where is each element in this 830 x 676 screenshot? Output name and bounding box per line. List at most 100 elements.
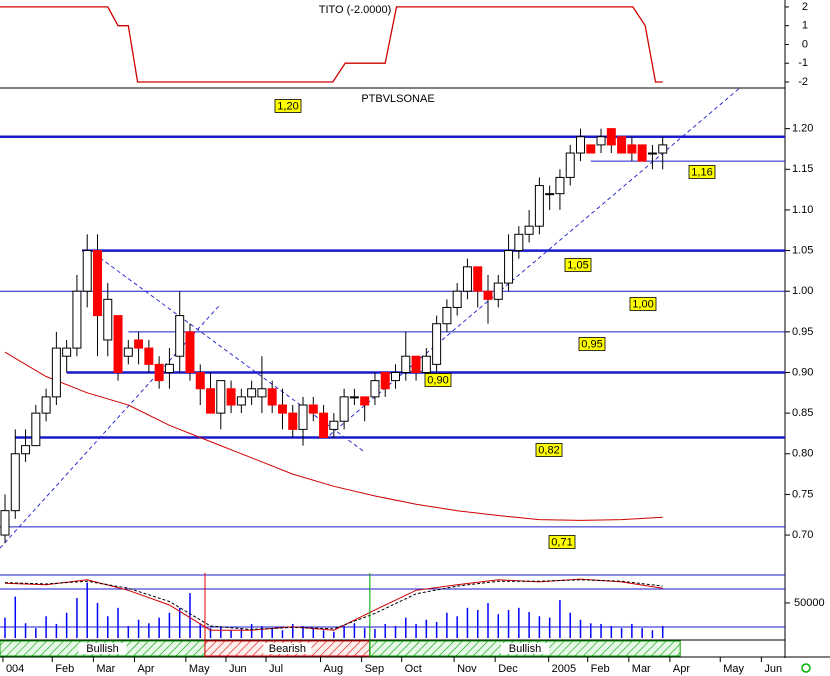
candle-body [247, 388, 257, 398]
annotation: 0,95 [581, 338, 602, 350]
annotation: 1,16 [691, 166, 712, 178]
candle-body [41, 396, 51, 414]
candle-body [380, 371, 390, 390]
indicator-tick-label: 0 [802, 38, 808, 50]
annotation-box [564, 258, 592, 272]
candle-body [575, 136, 585, 154]
x-tick-label: Sep [365, 663, 385, 675]
candle-body [452, 290, 462, 308]
x-tick-label: Mar [632, 663, 651, 675]
indicator-title: TITO (-2.0000) [319, 4, 392, 16]
candle-body [555, 176, 565, 195]
candle-body [391, 371, 401, 382]
candle-body [277, 404, 287, 414]
indicator-tick-label: -2 [798, 76, 808, 88]
annotation-box [578, 337, 606, 351]
candle-body [658, 144, 668, 154]
x-tick-label: Mar [96, 663, 115, 675]
annotation-box [274, 99, 302, 113]
trend-label-bg [263, 643, 312, 654]
candle-body [493, 282, 503, 300]
candle-body [319, 412, 329, 439]
candle-body [442, 306, 452, 325]
candle-body [586, 144, 596, 154]
annotation: 1,20 [277, 100, 298, 112]
annotation: 1,05 [567, 259, 588, 271]
moving-average [4, 351, 663, 521]
candle-body [175, 315, 185, 357]
candle-body [144, 347, 154, 365]
candle-body [545, 193, 555, 196]
annotation: 0,82 [538, 444, 559, 456]
x-tick-label: May [189, 663, 210, 675]
y-tick-label: 0.75 [792, 488, 813, 500]
trend-label-bg [500, 643, 549, 654]
annotation: 0,71 [551, 536, 572, 548]
candle-body [596, 136, 606, 146]
candle-body [92, 250, 102, 317]
candle-body [226, 388, 236, 406]
candle-body [514, 233, 524, 252]
candle-body [504, 250, 514, 284]
x-tick-label: Feb [55, 663, 74, 675]
indicator-tick-label: 1 [802, 20, 808, 32]
candle-body [627, 144, 637, 154]
y-tick-label: 0.95 [792, 326, 813, 338]
indicator-tick-label: -1 [798, 57, 808, 69]
candle-body [462, 266, 472, 292]
x-tick-label: Apr [137, 663, 154, 675]
trend-label: Bullish [509, 643, 541, 655]
y-tick-label: 0.80 [792, 448, 813, 460]
candle-body [617, 136, 627, 154]
candle-body [288, 412, 298, 430]
x-tick-label: Apr [673, 663, 690, 675]
candle-body [216, 380, 226, 414]
x-tick-label: 2005 [552, 663, 576, 675]
candle-body [647, 152, 657, 155]
candle-body [432, 323, 442, 365]
chart-title: PTBVLSONAE [361, 93, 434, 105]
y-tick-label: 1.05 [792, 244, 813, 256]
x-tick-label: Jun [764, 663, 782, 675]
annotation-box [424, 373, 452, 387]
y-tick-label: 1.10 [792, 204, 813, 216]
candle-body [103, 298, 113, 341]
trend-label: Bullish [86, 643, 118, 655]
candle-body [483, 290, 493, 300]
volume-tick-label: 50000 [794, 597, 825, 609]
candle-body [134, 339, 144, 349]
x-tick-label: Dec [498, 663, 518, 675]
candle-body [360, 396, 370, 406]
indicator-tick-label: 2 [802, 1, 808, 13]
candle-body [164, 363, 174, 373]
trendline [329, 87, 741, 436]
x-tick-label: Jul [269, 663, 283, 675]
candle-body [62, 347, 72, 357]
x-tick-label: 004 [6, 663, 24, 675]
x-tick-label: Jun [229, 663, 247, 675]
candle-body [329, 420, 339, 430]
candle-body [421, 355, 431, 373]
x-tick-label: Feb [591, 663, 610, 675]
candle-body [257, 388, 267, 398]
candle-body [267, 388, 277, 406]
x-tick-label: Oct [405, 663, 422, 675]
candle-body [51, 347, 61, 398]
candle-body [401, 355, 411, 373]
annotation-box [688, 165, 716, 179]
candle-body [195, 371, 205, 390]
candle-body [82, 250, 92, 292]
candle-body [72, 290, 82, 349]
trend-label: Bearish [269, 643, 306, 655]
y-tick-label: 1.20 [792, 123, 813, 135]
x-tick-label: Nov [457, 663, 477, 675]
candle-body [339, 396, 349, 422]
x-tick-label: May [723, 663, 744, 675]
candle-body [349, 396, 359, 399]
annotation-box [548, 535, 576, 549]
candle-body [154, 363, 164, 382]
candle-body [31, 412, 41, 447]
candle-body [206, 388, 216, 414]
candle-body [473, 266, 483, 292]
